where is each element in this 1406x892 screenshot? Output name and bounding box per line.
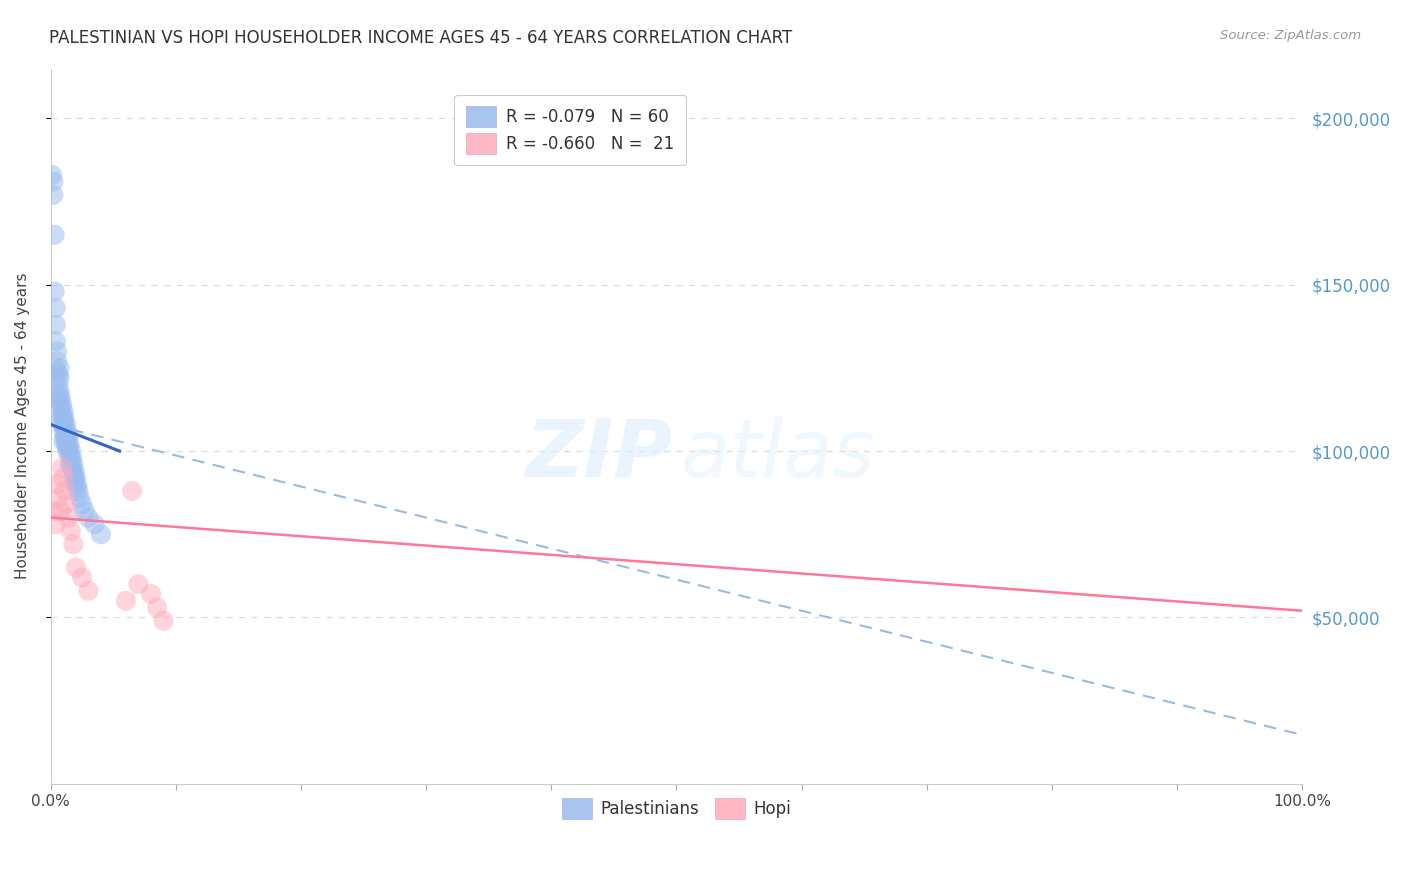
Point <box>59 447 82 461</box>
Point <box>59 458 82 472</box>
Point <box>53 483 76 498</box>
Point <box>42 188 65 202</box>
Point <box>56 444 79 458</box>
Point <box>53 410 76 425</box>
Point <box>73 504 96 518</box>
Point <box>55 497 77 511</box>
Point <box>42 504 65 518</box>
Point <box>52 434 75 449</box>
Point <box>146 600 169 615</box>
Point <box>42 175 65 189</box>
Point <box>60 460 83 475</box>
Point <box>77 510 100 524</box>
Point <box>49 504 72 518</box>
Point <box>69 491 91 505</box>
Point <box>59 454 82 468</box>
Point <box>152 614 174 628</box>
Point <box>59 444 82 458</box>
Point <box>52 414 75 428</box>
Point <box>45 334 67 349</box>
Point <box>70 497 93 511</box>
Point <box>48 394 70 409</box>
Point <box>49 401 72 415</box>
Point <box>60 450 83 465</box>
Point <box>46 477 69 491</box>
Point <box>62 458 84 472</box>
Point <box>45 517 67 532</box>
Point <box>62 467 84 482</box>
Point <box>65 481 87 495</box>
Point <box>90 527 112 541</box>
Point <box>52 424 75 438</box>
Point <box>127 577 149 591</box>
Point <box>65 471 87 485</box>
Point <box>48 371 70 385</box>
Point <box>53 431 76 445</box>
Point <box>52 404 75 418</box>
Text: ZIP: ZIP <box>526 416 672 494</box>
Point <box>63 474 86 488</box>
Point <box>55 437 77 451</box>
Text: atlas: atlas <box>681 416 875 494</box>
Point <box>55 417 77 432</box>
Point <box>48 384 70 399</box>
Point <box>46 364 69 378</box>
Point <box>45 318 67 332</box>
Point <box>44 285 66 299</box>
Point <box>58 510 80 524</box>
Y-axis label: Householder Income Ages 45 - 64 years: Householder Income Ages 45 - 64 years <box>15 273 30 580</box>
Point <box>139 587 162 601</box>
Point <box>46 344 69 359</box>
Point <box>52 471 75 485</box>
Point <box>70 570 93 584</box>
Point <box>51 397 73 411</box>
Text: Source: ZipAtlas.com: Source: ZipAtlas.com <box>1220 29 1361 42</box>
Point <box>62 537 84 551</box>
Point <box>51 408 73 422</box>
Point <box>55 427 77 442</box>
Point <box>58 431 80 445</box>
Legend: Palestinians, Hopi: Palestinians, Hopi <box>555 792 799 825</box>
Point <box>121 483 143 498</box>
Point <box>59 437 82 451</box>
Point <box>49 391 72 405</box>
Point <box>53 421 76 435</box>
Point <box>51 460 73 475</box>
Point <box>49 410 72 425</box>
Point <box>63 464 86 478</box>
Point <box>58 441 80 455</box>
Point <box>46 377 69 392</box>
Point <box>48 360 70 375</box>
Point <box>56 434 79 449</box>
Point <box>83 517 105 532</box>
Point <box>67 483 90 498</box>
Point <box>46 491 69 505</box>
Point <box>51 417 73 432</box>
Point <box>46 354 69 368</box>
Point <box>41 168 63 182</box>
Point <box>46 368 69 382</box>
Point <box>45 301 67 315</box>
Point <box>46 387 69 401</box>
Point <box>115 594 138 608</box>
Point <box>77 583 100 598</box>
Point <box>66 477 89 491</box>
Point <box>44 227 66 242</box>
Point <box>65 560 87 574</box>
Text: PALESTINIAN VS HOPI HOUSEHOLDER INCOME AGES 45 - 64 YEARS CORRELATION CHART: PALESTINIAN VS HOPI HOUSEHOLDER INCOME A… <box>49 29 793 46</box>
Point <box>59 524 82 538</box>
Point <box>56 424 79 438</box>
